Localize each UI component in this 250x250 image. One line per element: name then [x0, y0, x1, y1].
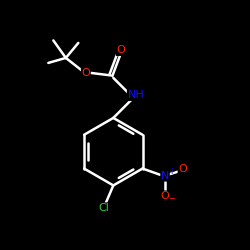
Text: NH: NH — [128, 90, 144, 101]
Text: O: O — [82, 68, 90, 78]
Text: O: O — [161, 191, 170, 201]
Text: O: O — [178, 164, 187, 173]
Text: Cl: Cl — [98, 203, 109, 213]
Text: O: O — [116, 46, 125, 56]
Text: −: − — [168, 194, 175, 203]
Text: N: N — [161, 171, 169, 181]
Text: +: + — [168, 166, 174, 175]
